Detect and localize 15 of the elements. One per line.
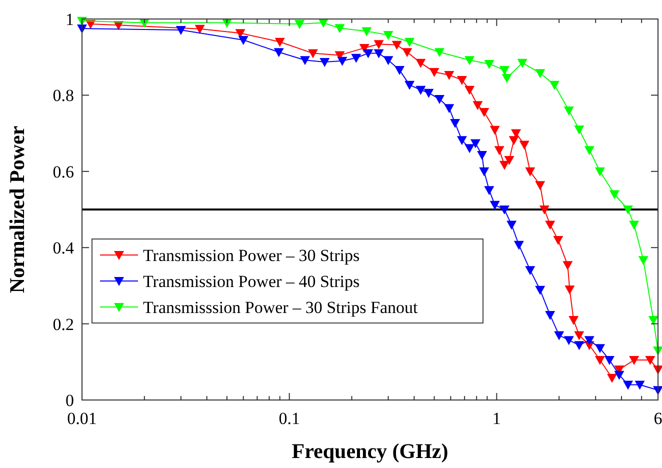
y-tick-label: 0 <box>66 391 74 410</box>
x-tick-label: 0.01 <box>67 409 97 428</box>
y-tick-label: 0.8 <box>52 86 74 106</box>
y-axis-title: Normalized Power <box>5 126 29 294</box>
legend-label: Transmission Power – 40 Strips <box>143 272 360 291</box>
x-tick-label: 6 <box>654 409 662 428</box>
y-tick-label: 0.2 <box>52 314 74 334</box>
x-tick-label: 1 <box>492 409 501 428</box>
y-tick-label: 0.6 <box>52 162 74 182</box>
legend-label: Transmission Power – 30 Strips <box>143 246 360 265</box>
y-tick-label: 0.4 <box>52 238 74 258</box>
legend-label: Transmisssion Power – 30 Strips Fanout <box>143 298 418 317</box>
y-tick-label: 1 <box>66 10 74 29</box>
x-axis-title: Frequency (GHz) <box>292 439 448 463</box>
x-tick-label: 0.1 <box>278 409 300 428</box>
